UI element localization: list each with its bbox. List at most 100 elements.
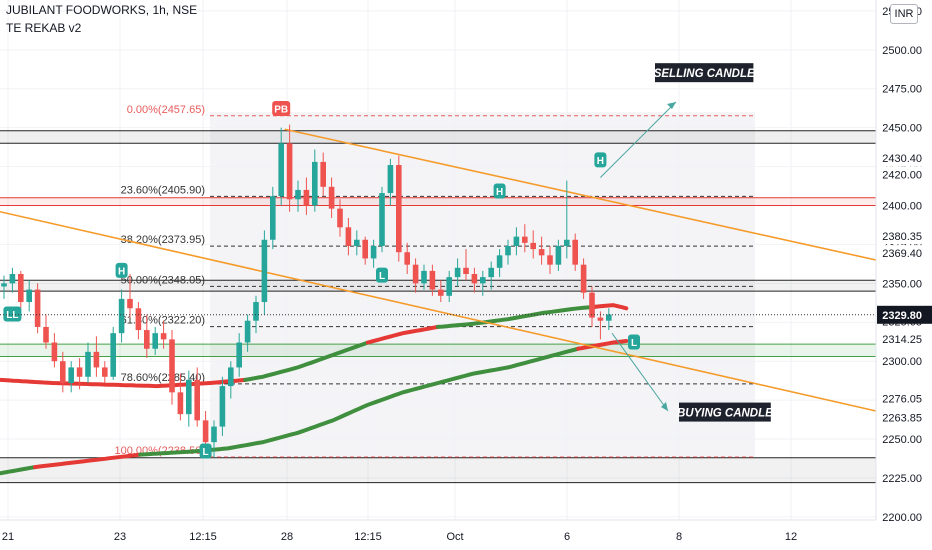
candle-body	[177, 392, 184, 415]
moving-average-1	[243, 340, 370, 382]
candle-body	[261, 239, 268, 303]
candle-body	[9, 274, 16, 284]
y-tick-label: 2400.00	[882, 201, 922, 213]
time-axis	[0, 520, 876, 550]
pattern-marker-label: L	[631, 338, 637, 349]
zone-support	[0, 457, 876, 483]
x-tick-label: Oct	[446, 531, 463, 543]
price-label: 2263.85	[882, 412, 922, 424]
last-price-label: 2329.80	[882, 310, 922, 322]
y-tick-label: 2200.00	[882, 512, 922, 524]
candle-body	[127, 298, 133, 309]
candle-body	[496, 255, 503, 268]
y-tick-label: 2250.00	[882, 434, 922, 446]
x-tick-label: 21	[2, 531, 14, 543]
candle-body	[51, 342, 58, 362]
candle-body	[580, 264, 587, 293]
moving-average-2	[33, 452, 143, 470]
annotation-box	[655, 63, 754, 83]
candle-body	[110, 333, 116, 377]
candle-body	[236, 342, 242, 368]
candle-body	[253, 302, 259, 321]
candle-body	[396, 165, 402, 253]
candle-body	[228, 367, 234, 387]
candle-body	[278, 143, 284, 197]
zone-red	[0, 197, 876, 206]
moving-average-1	[365, 324, 440, 345]
candle-body	[530, 242, 536, 250]
price-label-bg	[877, 228, 932, 245]
fib-level-label: 78.60%(2285.40)	[121, 372, 205, 384]
annotation-box	[679, 402, 771, 422]
price-label: 2276.05	[882, 393, 922, 405]
candle-body	[303, 189, 310, 206]
candle-body	[454, 267, 461, 278]
candle-body	[429, 270, 436, 290]
pattern-marker	[594, 152, 607, 168]
candle-body	[186, 379, 192, 415]
candle-body	[244, 320, 251, 343]
price-label-bg	[877, 245, 932, 262]
candle-body	[471, 274, 478, 284]
price-label: 2314.25	[882, 334, 922, 346]
candle-body	[202, 420, 209, 443]
candle-body	[312, 161, 318, 206]
candle-body	[93, 351, 100, 368]
candle-body	[404, 252, 410, 265]
pattern-marker-label: H	[496, 187, 503, 198]
price-label-bg	[877, 331, 932, 348]
candle-body	[589, 292, 595, 318]
last-price-badge	[877, 305, 932, 324]
candle-body	[85, 351, 91, 377]
candle-body	[538, 249, 545, 256]
currency-button[interactable]: INR	[890, 4, 918, 24]
candle-body	[337, 208, 343, 228]
candle-body	[555, 245, 562, 265]
buying-arrow-head	[661, 402, 668, 411]
y-tick-label: 2450.00	[882, 123, 922, 135]
annotation-label: BUYING CANDLE	[677, 408, 773, 420]
candle-body	[572, 239, 578, 265]
x-tick-label: 12:15	[189, 531, 217, 543]
x-tick-label: 28	[281, 531, 293, 543]
candle-body	[135, 308, 142, 331]
x-tick-label: 12:15	[354, 531, 382, 543]
pattern-marker	[199, 443, 212, 459]
y-tick-label: 2300.00	[882, 356, 922, 368]
trendline	[0, 210, 877, 412]
x-tick-label: 12	[785, 531, 797, 543]
candle-body	[219, 386, 226, 427]
annotation-label: SELLING CANDLE	[654, 68, 755, 80]
candle-body	[144, 330, 150, 349]
candle-body	[1, 283, 7, 287]
price-label: 2369.40	[882, 248, 922, 260]
candle-body	[152, 333, 158, 349]
candle-body	[370, 245, 377, 259]
price-label: 2430.40	[882, 153, 922, 165]
candle-body	[18, 274, 24, 303]
pattern-marker-label: H	[118, 266, 125, 277]
pattern-marker	[376, 267, 388, 283]
x-tick-label: 23	[114, 531, 126, 543]
candle-body	[295, 189, 301, 200]
candle-body	[505, 245, 511, 256]
candle-body	[362, 239, 368, 259]
candle-body	[522, 236, 528, 243]
price-axis	[876, 0, 932, 550]
pattern-marker-label: H	[597, 156, 604, 167]
candle-body	[194, 379, 200, 421]
candle-body	[68, 367, 74, 383]
candle-body	[211, 426, 217, 443]
moving-average-1	[593, 303, 629, 311]
pattern-marker	[628, 334, 640, 350]
fib-level-label: 38.20%(2373.95)	[121, 234, 205, 246]
candle-body	[412, 264, 419, 284]
candle-body	[26, 289, 32, 303]
pattern-marker-label: L	[379, 271, 385, 282]
candle-body	[513, 236, 520, 246]
trendline	[284, 128, 877, 261]
pattern-marker	[115, 262, 128, 278]
zone-gray	[0, 280, 876, 292]
candle-body	[286, 143, 293, 200]
